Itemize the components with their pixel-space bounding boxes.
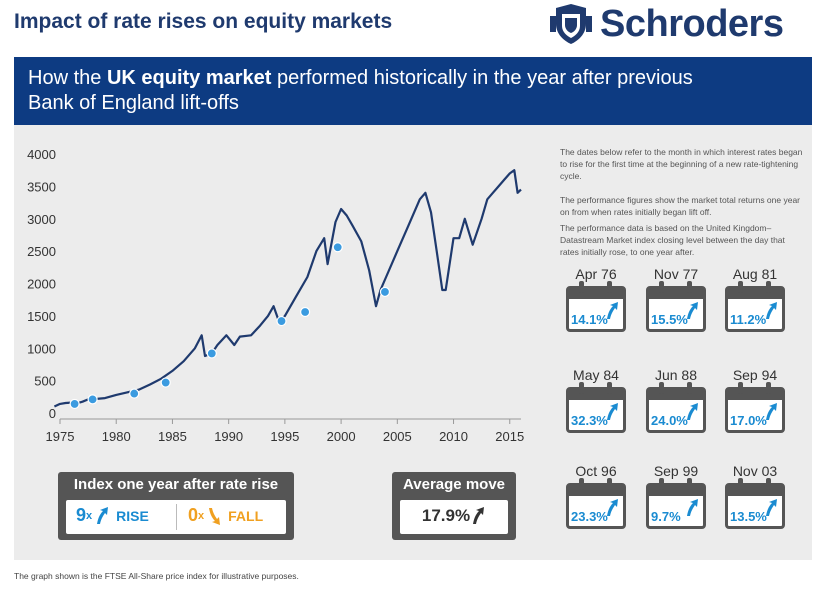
x-tick-label: 2005 (383, 429, 412, 444)
calendar-percent: 14.1% (571, 312, 608, 327)
calendar-date: Sep 94 (732, 367, 778, 383)
x-tick-label: 2000 (327, 429, 356, 444)
calendar-percent: 17.0% (730, 413, 767, 428)
divider (176, 504, 177, 530)
calendar-date: Sep 99 (653, 463, 699, 479)
banner: How the UK equity market performed histo… (14, 57, 812, 125)
calendar-date: Aug 81 (732, 266, 778, 282)
rate-rise-marker (87, 394, 98, 405)
calendar-item: Jun 88 24.0% (643, 367, 709, 435)
calendar-percent: 15.5% (651, 312, 688, 327)
calendar-date: Nov 77 (653, 266, 699, 282)
up-arrow-icon (766, 403, 777, 420)
rate-rise-marker (300, 306, 311, 318)
calendar-icon: 23.3% (566, 478, 626, 529)
calendar-icon: 17.0% (725, 382, 785, 433)
calendar-date: Apr 76 (575, 266, 617, 282)
up-arrow-icon (687, 499, 698, 516)
calendar-percent: 32.3% (571, 413, 608, 428)
calendar-date: May 84 (573, 367, 619, 383)
brand-name: Schroders (600, 2, 784, 45)
calendar-icon: 14.1% (566, 281, 626, 332)
rate-rise-marker (332, 242, 343, 253)
y-tick-label: 4000 (27, 147, 56, 162)
info-text-1: The dates below refer to the month in wh… (560, 147, 803, 181)
calendar-date: Jun 88 (654, 367, 698, 383)
y-tick-label: 3500 (27, 179, 56, 194)
calendar-icon: 24.0% (646, 382, 706, 433)
index-box-title: Index one year after rate rise (73, 476, 279, 493)
up-arrow-icon (766, 499, 777, 516)
y-tick-label: 2000 (27, 277, 56, 292)
up-arrow-icon (687, 403, 698, 420)
average-value: 17.9% (422, 506, 486, 526)
calendar-percent: 13.5% (730, 509, 767, 524)
calendar-icon: 15.5% (646, 281, 706, 332)
calendar-date: Oct 96 (575, 463, 617, 479)
y-tick-label: 0 (49, 406, 56, 421)
calendar-item: May 84 32.3% (563, 367, 629, 435)
average-box-inner: 17.9% (400, 500, 508, 534)
calendar-percent: 23.3% (571, 509, 608, 524)
up-arrow-icon (766, 302, 777, 319)
calendar-item: Aug 81 11.2% (722, 266, 788, 334)
rate-rise-marker (160, 377, 171, 388)
info-text-3: The performance data is based on the Uni… (560, 223, 785, 257)
calendar-icon: 13.5% (725, 478, 785, 529)
up-arrow-icon (687, 302, 698, 319)
equity-line-chart: 0 500 1000 1500 2000 2500 3000 3500 4000 1975 1980… (27, 147, 524, 444)
rate-rise-marker (206, 348, 217, 359)
info-text-2: The performance figures show the market … (560, 195, 801, 217)
crest-icon (550, 4, 592, 44)
x-tick-label: 1990 (214, 429, 243, 444)
up-arrow-icon (97, 506, 109, 524)
x-tick-label: 2015 (495, 429, 524, 444)
calendar-percent: 11.2% (730, 312, 767, 327)
calendar-item: Sep 99 9.7% (643, 463, 709, 531)
up-arrow-icon (607, 499, 618, 516)
calendar-percent: 24.0% (651, 413, 688, 428)
x-tick-label: 1980 (102, 429, 131, 444)
calendar-icon: 11.2% (725, 281, 785, 332)
x-tick-label: 1985 (158, 429, 187, 444)
calendar-item: Sep 94 17.0% (722, 367, 788, 435)
x-tick-label: 2010 (439, 429, 468, 444)
calendar-icon: 9.7% (646, 478, 706, 529)
calendar-date: Nov 03 (732, 463, 778, 479)
rate-rise-marker (129, 388, 140, 399)
calendar-item: Nov 03 13.5% (722, 463, 788, 531)
page-title: Impact of rate rises on equity markets (14, 10, 393, 33)
banner-line-2: Bank of England lift-offs (28, 92, 239, 114)
average-box-title: Average move (403, 476, 505, 493)
rate-rise-marker (379, 286, 391, 298)
x-tick-label: 1975 (46, 429, 75, 444)
calendar-icon: 32.3% (566, 382, 626, 433)
y-tick-label: 500 (34, 374, 56, 389)
rate-rise-marker (276, 315, 287, 327)
banner-highlight: UK equity market (106, 67, 272, 89)
ftse-index-line (53, 169, 522, 408)
up-arrow-icon (607, 403, 618, 420)
calendar-item: Oct 96 23.3% (563, 463, 629, 531)
banner-line-1: How the UK equity market performed histo… (28, 67, 693, 89)
y-tick-label: 1000 (27, 341, 56, 356)
y-tick-label: 1500 (27, 309, 56, 324)
schroders-logo: Schroders (548, 2, 784, 46)
average-move-box: Average move 17.9% (392, 472, 516, 540)
calendar-item: Nov 77 15.5% (643, 266, 709, 334)
calendar-percent: 9.7% (651, 509, 681, 524)
down-arrow-icon (209, 507, 221, 525)
calendar-item: Apr 76 14.1% (563, 266, 629, 334)
up-arrow-icon (607, 302, 618, 319)
rate-rise-marker (69, 398, 80, 410)
up-arrow-icon (473, 507, 485, 524)
y-tick-label: 2500 (27, 244, 56, 259)
y-tick-label: 3000 (27, 212, 56, 227)
footnote: The graph shown is the FTSE All-Share pr… (14, 571, 299, 581)
x-tick-label: 1995 (270, 429, 299, 444)
